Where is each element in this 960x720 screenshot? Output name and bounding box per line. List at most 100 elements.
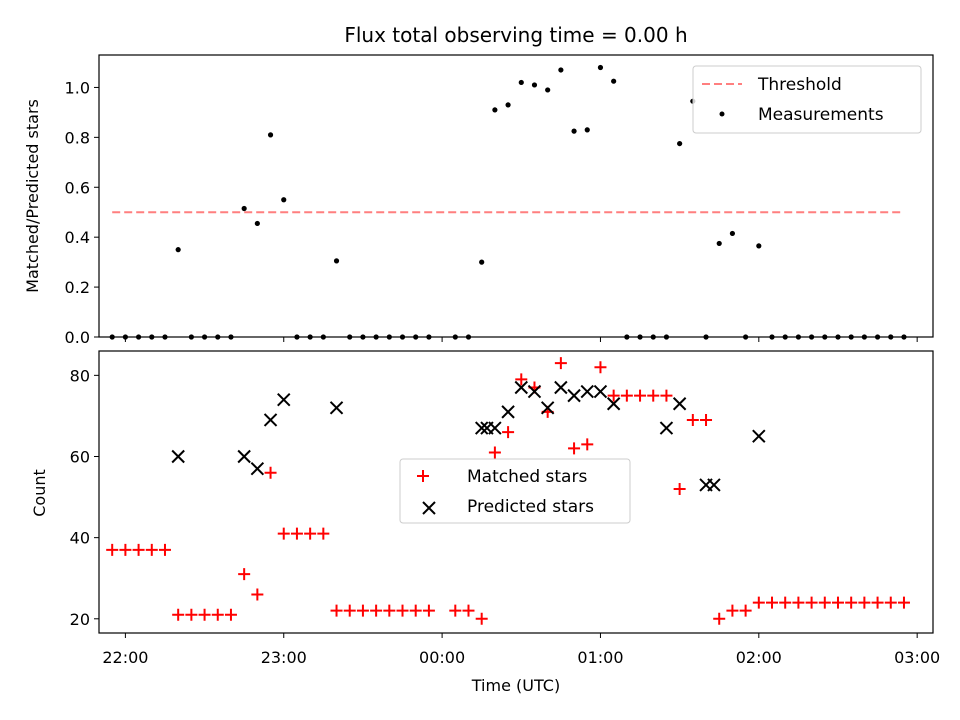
top-y-ticks: 0.0 0.2 0.4 0.6 0.8 1.0: [65, 78, 99, 347]
bottom-legend-box: [399, 458, 631, 524]
matched-star-point: [462, 604, 475, 617]
top-y-tick-label: 0.8: [65, 128, 90, 147]
matched-star-point: [620, 389, 633, 402]
top-axes-frame: [98, 54, 934, 338]
predicted-star-point: [329, 401, 344, 415]
measurement-point: [518, 79, 524, 86]
matched-star-point: [818, 596, 831, 609]
matched-star-point: [396, 604, 409, 617]
matched-star-point: [594, 361, 607, 374]
top-y-axis-label: Matched/Predicted stars: [23, 99, 42, 293]
matched-star-point: [106, 543, 119, 556]
matched-star-point: [172, 608, 185, 621]
matched-star-point: [647, 389, 660, 402]
matched-star-point: [752, 596, 765, 609]
matched-star-point: [515, 373, 528, 386]
top-x-ticks: [124, 337, 918, 342]
predicted-star-point: [752, 429, 766, 443]
top-y-tick-label: 0.4: [65, 228, 90, 247]
top-legend: Threshold Measurements: [692, 65, 922, 134]
matched-star-point: [805, 596, 818, 609]
matched-star-point: [132, 543, 145, 556]
matched-star-point: [673, 482, 686, 495]
top-y-tick-label: 0.2: [65, 278, 90, 297]
measurement-point: [492, 107, 498, 113]
measurement-point: [175, 247, 181, 253]
legend-matched-swatch: [417, 470, 429, 482]
count-markers-layer: [106, 357, 910, 625]
predicted-star-point: [707, 478, 721, 492]
matched-star-point: [370, 604, 383, 617]
matched-star-point: [634, 389, 647, 402]
matched-star-point: [277, 527, 290, 540]
measurement-point: [584, 127, 590, 133]
measurement-point: [267, 132, 274, 138]
matched-star-point: [858, 596, 871, 609]
bottom-y-axis-label: Count: [30, 469, 49, 517]
matched-star-point: [330, 604, 343, 617]
predicted-star-point: [567, 388, 581, 403]
matched-star-point: [238, 568, 251, 581]
predicted-star-point: [540, 401, 555, 415]
matched-star-point: [224, 608, 237, 621]
matched-star-point: [449, 604, 462, 617]
measurement-point: [531, 82, 538, 88]
matched-star-point: [831, 596, 844, 609]
matched-star-point: [475, 612, 488, 625]
top-y-tick-label: 0.6: [65, 178, 90, 197]
matched-star-point: [884, 596, 897, 609]
matched-star-point: [211, 608, 224, 621]
measurement-point: [611, 78, 617, 84]
top-axes: 0.0 0.2 0.4 0.6 0.8 1.0 Matched/Predicted sta…: [23, 54, 934, 347]
matched-star-point: [422, 604, 435, 617]
matched-star-point: [185, 608, 198, 621]
measurement-point: [558, 67, 564, 73]
x-axis-label: Time (UTC): [471, 676, 560, 695]
measurement-point: [571, 128, 577, 134]
measurement-point: [677, 140, 683, 147]
matched-star-point: [568, 442, 581, 455]
measurement-point: [729, 230, 736, 237]
predicted-star-point: [672, 397, 687, 411]
measurement-point: [333, 258, 340, 264]
matched-star-point: [251, 588, 264, 601]
matched-star-point: [581, 438, 594, 451]
matched-star-point: [158, 543, 171, 556]
matched-star-point: [145, 543, 158, 556]
predicted-star-point: [501, 405, 515, 419]
top-y-tick-label: 0.0: [65, 328, 90, 347]
measurement-point: [254, 220, 260, 227]
measurement-point: [505, 102, 511, 108]
predicted-star-point: [171, 449, 185, 464]
measurement-point: [241, 205, 247, 212]
matched-star-point: [713, 612, 726, 625]
predicted-star-point: [263, 413, 278, 427]
measurement-point: [716, 240, 722, 247]
matched-star-point: [356, 604, 369, 617]
predicted-star-point: [606, 397, 621, 411]
predicted-star-point: [237, 449, 251, 464]
matched-star-point: [897, 596, 910, 609]
matched-star-point: [198, 608, 211, 621]
predicted-star-point: [659, 421, 674, 435]
bottom-x-ticks: 22:00 23:00 00:00 01:00 02:00 03:00: [102, 633, 940, 667]
legend-measurements-swatch: [719, 111, 725, 117]
top-legend-box: [692, 65, 922, 134]
matched-star-point: [264, 466, 277, 479]
bottom-y-ticks: 20 40 60 80: [70, 366, 99, 629]
matched-star-point: [290, 527, 303, 540]
predicted-star-point: [488, 421, 502, 435]
bottom-y-tick-label: 80: [70, 366, 90, 385]
measurement-point: [756, 243, 762, 249]
bottom-x-tick-label: 01:00: [577, 648, 623, 667]
bottom-x-tick-label: 00:00: [419, 648, 465, 667]
bottom-x-tick-label: 02:00: [736, 648, 782, 667]
chart-title: Flux total observing time = 0.00 h: [344, 23, 687, 47]
predicted-star-point: [474, 421, 489, 435]
legend-measurements-label: Measurements: [758, 105, 884, 125]
predicted-star-point: [277, 392, 291, 407]
matched-star-point: [304, 527, 317, 540]
matched-star-point: [607, 389, 620, 402]
matched-star-point: [739, 604, 752, 617]
